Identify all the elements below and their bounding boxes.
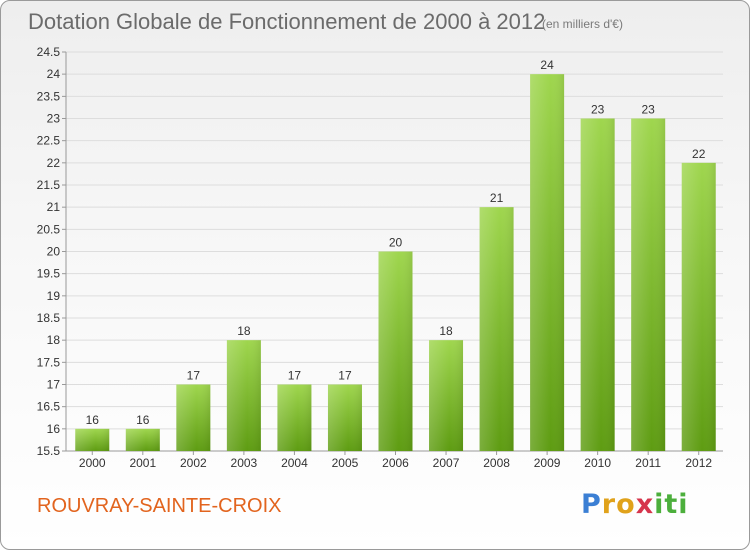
x-tick-label: 2008 bbox=[483, 456, 510, 470]
y-tick-label: 23.5 bbox=[37, 89, 61, 103]
data-label-2002: 17 bbox=[187, 369, 201, 383]
bar-shade-2002 bbox=[176, 384, 211, 451]
x-tick-label: 2006 bbox=[382, 456, 409, 470]
bar-shade-2003 bbox=[226, 340, 261, 451]
data-label-2004: 17 bbox=[288, 369, 302, 383]
bar-shade-2000 bbox=[75, 428, 110, 451]
y-tick-label: 17 bbox=[47, 378, 61, 392]
data-label-2012: 22 bbox=[692, 147, 706, 161]
data-label-2007: 18 bbox=[439, 324, 453, 338]
logo-letter: r bbox=[601, 489, 617, 520]
x-tick-label: 2012 bbox=[685, 456, 712, 470]
y-tick-label: 17.5 bbox=[37, 355, 61, 369]
unit-label: (en milliers d'€) bbox=[542, 17, 623, 31]
y-tick-label: 19 bbox=[47, 289, 61, 303]
x-tick-label: 2002 bbox=[180, 456, 207, 470]
data-label-2006: 20 bbox=[389, 236, 403, 250]
bar-shade-2011 bbox=[631, 118, 666, 451]
bar-shade-2006 bbox=[378, 251, 413, 451]
bar-shade-2005 bbox=[327, 384, 362, 451]
data-label-2003: 18 bbox=[237, 324, 251, 338]
bar-shade-2001 bbox=[125, 428, 160, 451]
y-tick-label: 21 bbox=[47, 200, 61, 214]
data-label-2005: 17 bbox=[338, 369, 352, 383]
data-label-2001: 16 bbox=[136, 413, 150, 427]
logo-letter: t bbox=[664, 489, 679, 520]
y-tick-label: 15.5 bbox=[37, 444, 61, 458]
data-label-2011: 23 bbox=[642, 103, 656, 117]
x-tick-label: 2003 bbox=[231, 456, 258, 470]
y-tick-label: 16.5 bbox=[37, 400, 61, 414]
y-tick-label: 24 bbox=[47, 67, 61, 81]
bar-shade-2007 bbox=[429, 340, 464, 451]
x-tick-label: 2005 bbox=[332, 456, 359, 470]
x-tick-label: 2001 bbox=[129, 456, 156, 470]
y-tick-label: 20 bbox=[47, 245, 61, 259]
x-tick-label: 2004 bbox=[281, 456, 308, 470]
y-tick-label: 18 bbox=[47, 333, 61, 347]
data-label-2010: 23 bbox=[591, 103, 605, 117]
x-tick-label: 2000 bbox=[79, 456, 106, 470]
x-tick-label: 2009 bbox=[534, 456, 561, 470]
data-label-2009: 24 bbox=[540, 58, 554, 72]
y-tick-label: 21.5 bbox=[37, 178, 61, 192]
data-label-2008: 21 bbox=[490, 191, 504, 205]
labels: 15.5 16 16.5 17 17.5 18 18.5 19 19.5 20 20.5 21 21.5… bbox=[37, 45, 713, 470]
chart-title: Dotation Globale de Fonctionnement de 20… bbox=[28, 9, 546, 34]
logo-letter: P bbox=[581, 489, 602, 520]
x-tick-label: 2010 bbox=[584, 456, 611, 470]
bar-shade-2010 bbox=[580, 118, 615, 451]
bar-shade-2004 bbox=[277, 384, 312, 451]
place-name: ROUVRAY-SAINTE-CROIX bbox=[37, 495, 282, 517]
data-label-2000: 16 bbox=[86, 413, 100, 427]
logo-letter: x bbox=[635, 489, 655, 520]
bars bbox=[75, 74, 716, 452]
y-tick-label: 24.5 bbox=[37, 45, 61, 59]
y-tick-label: 20.5 bbox=[37, 222, 61, 236]
bar-shade-2012 bbox=[681, 162, 716, 452]
bar-shade-2008 bbox=[479, 207, 514, 451]
logo-letter: i bbox=[654, 489, 665, 520]
x-tick-label: 2007 bbox=[433, 456, 460, 470]
bar-shade-2009 bbox=[530, 74, 565, 452]
proxiti-logo[interactable]: Proxiti bbox=[581, 489, 689, 520]
y-tick-label: 23 bbox=[47, 112, 61, 126]
logo-letter: o bbox=[616, 489, 636, 520]
y-tick-label: 19.5 bbox=[37, 267, 61, 281]
y-tick-label: 18.5 bbox=[37, 311, 61, 325]
y-tick-label: 22.5 bbox=[37, 134, 61, 148]
x-tick-label: 2011 bbox=[635, 456, 661, 470]
y-tick-label: 16 bbox=[47, 422, 61, 436]
y-tick-label: 22 bbox=[47, 156, 61, 170]
logo-letter: i bbox=[678, 489, 689, 520]
